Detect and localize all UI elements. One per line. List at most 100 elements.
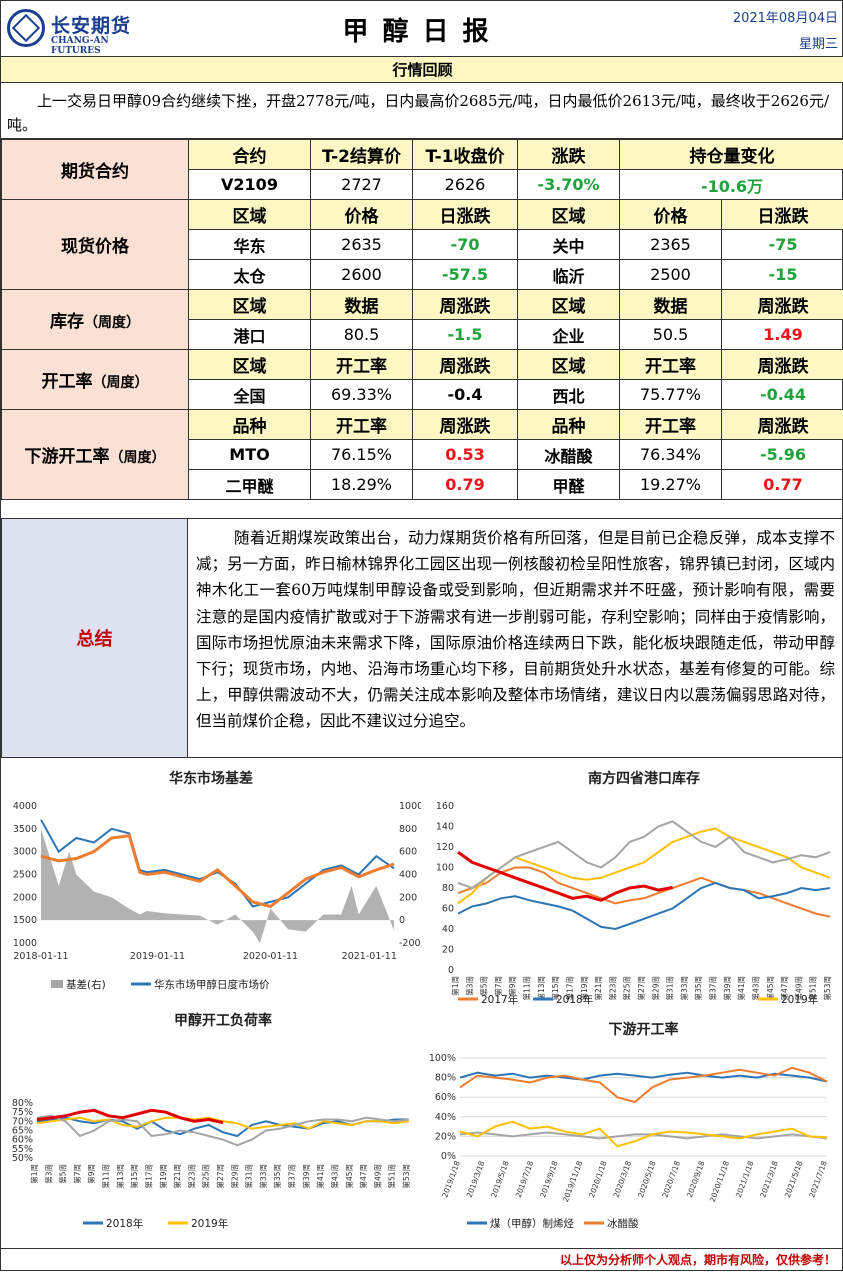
legend-label: 煤（甲醇）制烯烃 <box>490 1217 574 1230</box>
y-right-tick-label: 200 <box>399 892 417 903</box>
report-header: 长安期货 CHANG-AN FUTURES 甲醇日报 2021年08月04日 星… <box>1 1 843 57</box>
downstream-product: 甲醛 <box>518 470 620 500</box>
spot-price: 2600 <box>311 260 413 290</box>
downstream-label-suffix: （周度） <box>110 450 166 466</box>
spot-change: -75 <box>722 230 843 260</box>
market-data-table: 期货合约 合约 T-2结算价 T-1收盘价 涨跌 持仓量变化 V2109 272… <box>1 139 843 500</box>
spot-header-cell: 价格 <box>620 200 722 230</box>
x-tick-label: 第9周 <box>86 1164 96 1184</box>
spot-header-cell: 日涨跌 <box>413 200 518 230</box>
x-tick-label: 2019/3/18 <box>465 1159 487 1198</box>
spot-change: -70 <box>413 230 518 260</box>
operating-label-suffix: （周度） <box>93 375 149 391</box>
downstream-label-text: 下游开工率 <box>25 447 110 467</box>
x-tick-label: 第17周 <box>143 1164 153 1189</box>
y-tick-label: 2500 <box>13 870 37 881</box>
x-tick-label: 2018-01-11 <box>13 951 68 962</box>
downstream-header-cell: 周涨跌 <box>413 410 518 440</box>
spot-change: -15 <box>722 260 843 290</box>
x-tick-label: 2021/7/18 <box>807 1159 829 1198</box>
downstream-change: 0.53 <box>413 440 518 470</box>
x-tick-label: 2021/3/18 <box>758 1159 780 1198</box>
report-weekday: 星期三 <box>799 33 838 52</box>
futures-close-price: 2626 <box>413 170 518 200</box>
x-tick-label: 第19周 <box>158 1164 168 1189</box>
downstream-header-cell: 开工率 <box>620 410 722 440</box>
x-tick-label: 第43周 <box>750 976 760 1001</box>
futures-header-cell: 合约 <box>189 140 311 170</box>
x-tick-label: 第33周 <box>679 976 689 1001</box>
operating-header-cell: 周涨跌 <box>722 350 843 380</box>
y-tick-label: 40% <box>435 1112 456 1123</box>
operating-rate: 69.33% <box>311 380 413 410</box>
downstream-product: MTO <box>189 440 311 470</box>
x-tick-label: 第5周 <box>58 1164 68 1184</box>
operating-header-cell: 区域 <box>189 350 311 380</box>
x-tick-label: 第13周 <box>115 1164 125 1189</box>
operating-change: -0.44 <box>722 380 843 410</box>
y-tick-label: 140 <box>436 822 454 833</box>
inventory-header-cell: 区域 <box>189 290 311 320</box>
x-tick-label: 第45周 <box>344 1164 354 1189</box>
x-tick-label: 2020/3/18 <box>612 1159 634 1198</box>
x-tick-label: 2019/9/18 <box>538 1159 560 1198</box>
y-tick-label: 80 <box>442 883 454 894</box>
legend-label: 2019年 <box>781 993 818 1006</box>
operating-rate-chart-svg: 甲醇开工负荷率80%75%70%65%60%55%50%第1周第3周第5周第7周… <box>1 1003 421 1248</box>
x-tick-label: 第25周 <box>201 1164 211 1189</box>
x-tick-label: 第37周 <box>287 1164 297 1189</box>
y-tick-label: 100% <box>429 1053 456 1064</box>
x-tick-label: 2019/5/18 <box>489 1159 511 1198</box>
port-inventory-chart-svg: 南方四省港口库存160140120100806040200第1周第3周第5周第7… <box>422 758 843 1008</box>
series-line <box>458 868 830 917</box>
y-tick-label: 40 <box>442 924 454 935</box>
spot-region: 华东 <box>189 230 311 260</box>
chart-title: 下游开工率 <box>609 1021 679 1038</box>
section-review-title: 行情回顾 <box>1 57 843 83</box>
inventory-label-suffix: （周度） <box>84 315 140 331</box>
futures-header-cell: 持仓量变化 <box>620 140 843 170</box>
downstream-change: 0.77 <box>722 470 843 500</box>
futures-header-cell: T-1收盘价 <box>413 140 518 170</box>
legend-label: 冰醋酸 <box>607 1217 639 1230</box>
futures-contract: V2109 <box>189 170 311 200</box>
operating-header-row: 开工率（周度） 区域 开工率 周涨跌 区域 开工率 周涨跌 <box>2 350 843 380</box>
x-tick-label: 第15周 <box>129 1164 139 1189</box>
spot-header-cell: 区域 <box>189 200 311 230</box>
downstream-header-cell: 开工率 <box>311 410 413 440</box>
futures-header-cell: T-2结算价 <box>311 140 413 170</box>
x-tick-label: 2021/1/18 <box>734 1159 756 1198</box>
x-tick-label: 第39周 <box>301 1164 311 1189</box>
operating-region: 全国 <box>189 380 311 410</box>
x-tick-label: 2020/9/18 <box>685 1159 707 1198</box>
spot-region: 临沂 <box>518 260 620 290</box>
downstream-header-row: 下游开工率（周度） 品种 开工率 周涨跌 品种 开工率 周涨跌 <box>2 410 843 440</box>
operating-header-cell: 区域 <box>518 350 620 380</box>
x-tick-label: 2019-01-11 <box>130 951 185 962</box>
futures-oi-change: -10.6万 <box>620 170 843 200</box>
x-tick-label: 2019/1/18 <box>440 1159 462 1198</box>
y-tick-label: 120 <box>436 842 454 853</box>
downstream-rate: 76.34% <box>620 440 722 470</box>
inventory-header-cell: 区域 <box>518 290 620 320</box>
y-tick-label: 160 <box>436 801 454 812</box>
y-tick-label: 100 <box>436 863 454 874</box>
legend-label: 2018年 <box>556 993 593 1006</box>
inventory-value: 50.5 <box>620 320 722 350</box>
legend-swatch <box>51 980 63 988</box>
y-right-tick-label: 1000 <box>399 801 421 812</box>
spot-header-cell: 日涨跌 <box>722 200 843 230</box>
x-tick-label: 第5周 <box>479 976 489 996</box>
y-tick-label: 2000 <box>13 892 37 903</box>
x-tick-label: 2021/5/18 <box>783 1159 805 1198</box>
spot-price: 2500 <box>620 260 722 290</box>
y-right-tick-label: 400 <box>399 870 417 881</box>
x-tick-label: 2020-01-11 <box>243 951 298 962</box>
x-tick-label: 第45周 <box>765 976 775 1001</box>
x-tick-label: 2021-01-11 <box>342 951 397 962</box>
x-tick-label: 第27周 <box>636 976 646 1001</box>
y-tick-label: 1500 <box>13 915 37 926</box>
spot-header-cell: 区域 <box>518 200 620 230</box>
